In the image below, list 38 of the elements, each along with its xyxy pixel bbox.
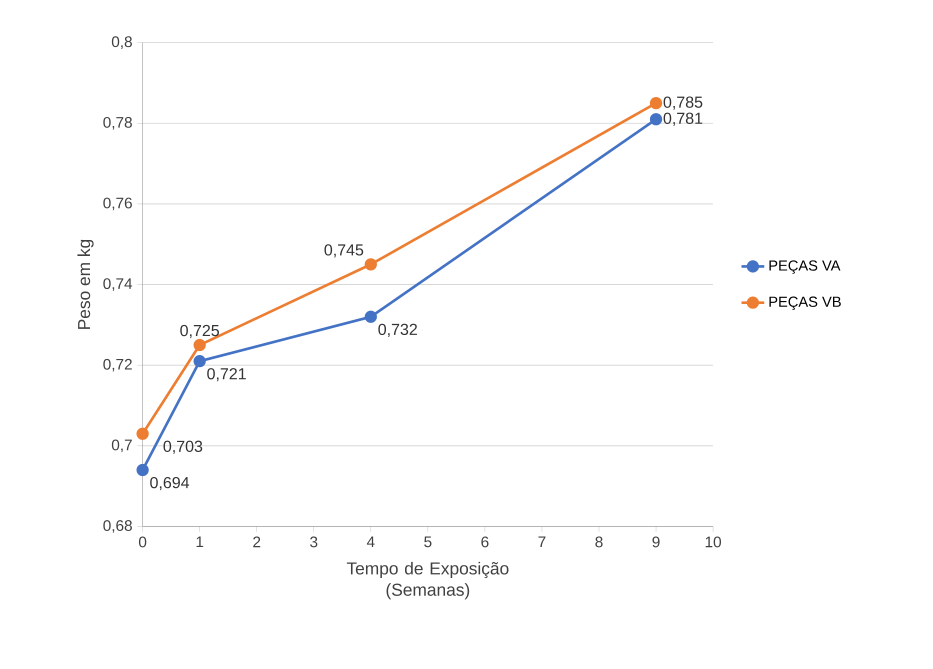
x-axis-title: Tempo de Exposição (Semanas)	[346, 562, 508, 600]
x-tick-label: 7	[538, 536, 546, 548]
x-tick-label: 8	[595, 536, 603, 548]
data-label: 0,725	[180, 324, 219, 338]
data-label: 0,703	[164, 440, 202, 454]
data-label: 0,785	[664, 96, 702, 110]
x-tick-label: 3	[310, 536, 318, 548]
data-label: 0,781	[664, 112, 702, 126]
x-tick-label: 10	[706, 536, 722, 548]
x-tick-label: 5	[424, 536, 432, 548]
y-tick-label: 0,7	[112, 439, 132, 452]
point	[364, 258, 377, 270]
y-tick-label: 0,8	[112, 36, 132, 49]
x-tick-label: 9	[652, 536, 660, 548]
y-tick-label: 0,74	[103, 278, 132, 291]
x-tick-label: 4	[366, 536, 375, 548]
data-label: 0,694	[150, 476, 190, 490]
point	[136, 464, 149, 476]
point	[650, 96, 662, 110]
legend-label: PEÇAS VA	[769, 260, 840, 274]
x-tick-label: 6	[481, 536, 488, 548]
data-label: 0,721	[207, 368, 246, 382]
point	[194, 338, 206, 352]
legend-label: PEÇAS VB	[769, 296, 841, 310]
x-tick-label: 0	[138, 536, 146, 548]
point	[136, 428, 149, 440]
data-label: 0,732	[378, 324, 417, 337]
y-tick-label: 0,78	[103, 116, 132, 130]
point	[364, 310, 377, 323]
point	[650, 113, 662, 126]
x-tick-label: 1	[196, 536, 204, 548]
x-tick-label: 2	[253, 536, 260, 548]
y-tick-label: 0,68	[103, 520, 132, 533]
y-axis-title: Peso em kg	[77, 240, 94, 329]
y-tick-label: 0,76	[103, 198, 132, 210]
y-tick-label: 0,72	[103, 358, 132, 372]
point	[194, 354, 206, 368]
data-label: 0,745	[324, 244, 364, 258]
